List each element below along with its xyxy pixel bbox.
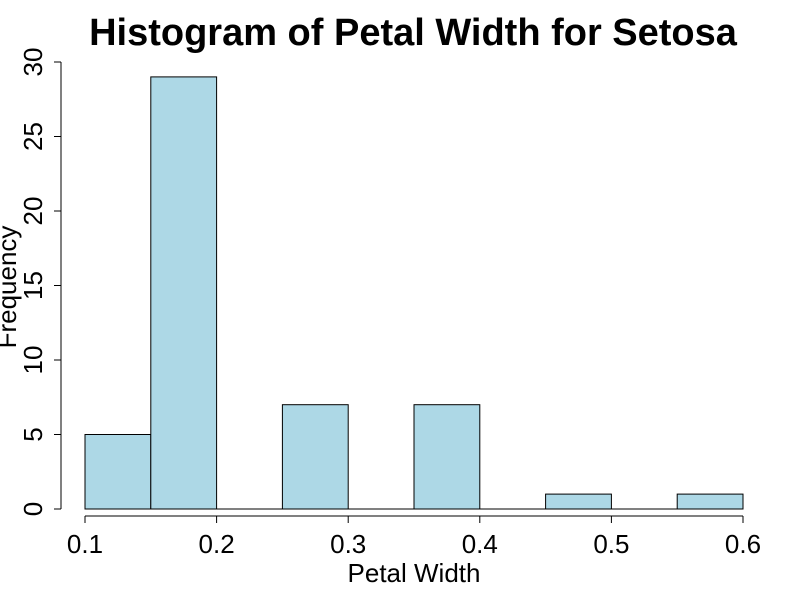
y-tick-label-6: 30 bbox=[18, 48, 48, 77]
y-axis: 0 5 10 15 20 25 30 bbox=[18, 48, 62, 516]
histogram-bar-1 bbox=[150, 76, 218, 510]
histogram-bar-0 bbox=[84, 434, 152, 510]
x-tick-label-0: 0.1 bbox=[67, 529, 103, 559]
y-tick-label-0: 0 bbox=[18, 502, 48, 516]
x-axis: 0.1 0.2 0.3 0.4 0.5 0.6 bbox=[67, 515, 761, 559]
x-tick-label-2: 0.3 bbox=[330, 529, 366, 559]
y-axis-label: Frequency bbox=[0, 226, 22, 349]
y-tick-label-1: 5 bbox=[18, 427, 48, 441]
x-tick-label-3: 0.4 bbox=[462, 529, 498, 559]
x-tick-label-1: 0.2 bbox=[199, 529, 235, 559]
histogram-bar-7 bbox=[545, 493, 612, 510]
y-tick-label-3: 15 bbox=[18, 271, 48, 300]
chart-title: Histogram of Petal Width for Setosa bbox=[89, 12, 738, 54]
y-tick-label-2: 10 bbox=[18, 346, 48, 375]
histogram-bar-3 bbox=[281, 404, 349, 510]
bars-group bbox=[84, 76, 744, 510]
y-tick-label-4: 20 bbox=[18, 197, 48, 226]
x-axis-label: Petal Width bbox=[348, 558, 481, 588]
x-tick-label-4: 0.5 bbox=[593, 529, 629, 559]
histogram-bar-5 bbox=[413, 404, 481, 510]
y-tick-label-5: 25 bbox=[18, 122, 48, 151]
histogram-bar-9 bbox=[676, 493, 744, 510]
x-tick-label-5: 0.6 bbox=[725, 529, 761, 559]
